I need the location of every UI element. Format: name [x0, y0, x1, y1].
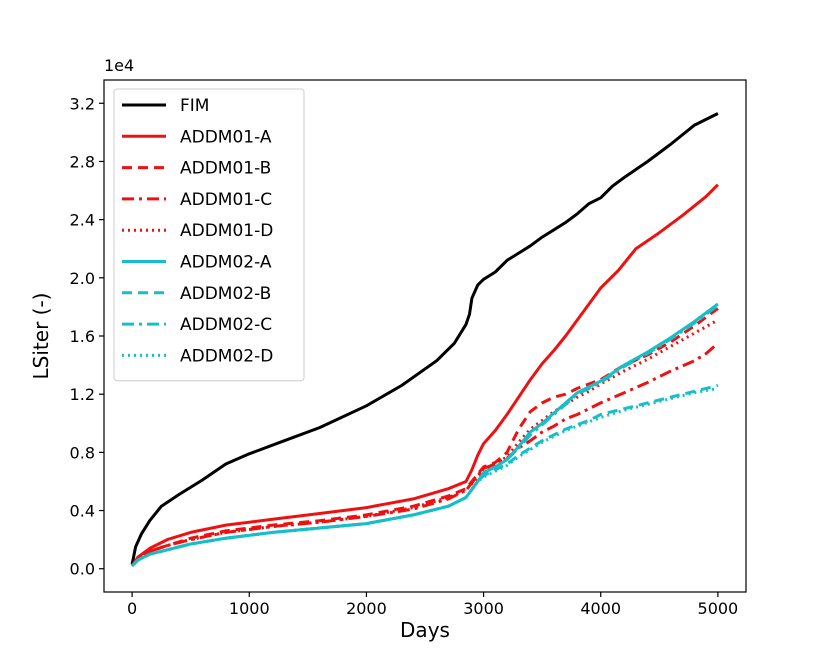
y-tick-label: 0.8	[70, 443, 95, 462]
legend-label: ADDM02-A	[180, 253, 272, 273]
y-tick-label: 2.4	[70, 211, 95, 230]
legend-label: ADDM02-C	[180, 315, 272, 335]
x-tick-label: 4000	[580, 599, 621, 618]
series-line-fim	[130, 112, 719, 565]
x-axis-title: Days	[400, 618, 450, 642]
legend-label: ADDM01-A	[180, 127, 272, 147]
ticks: 0 1000 2000 3000 4000 5000 0.0 0.4 0.8 1.2 1.6 2.0 2…	[70, 94, 739, 618]
y-tick-label: 2.8	[70, 152, 95, 171]
y-tick-label: 1.6	[70, 327, 95, 346]
legend: FIM ADDM01-A ADDM01-B ADDM01-C ADDM01-D ADDM0…	[113, 88, 305, 382]
x-tick-label: 5000	[698, 599, 739, 618]
legend-label: ADDM01-D	[180, 221, 273, 241]
y-tick-label: 0.4	[70, 502, 95, 521]
series-line-addm02-c	[131, 304, 719, 567]
y-offset-label: 1e4	[104, 56, 134, 75]
legend-box	[113, 88, 305, 382]
y-axis-title: LSiter (-)	[29, 293, 53, 380]
x-tick-label: 3000	[463, 599, 504, 618]
series-lines	[130, 112, 719, 567]
y-tick-label: 2.0	[70, 269, 95, 288]
legend-label: ADDM02-B	[180, 284, 271, 304]
legend-label: ADDM02-D	[180, 346, 273, 366]
series-line-addm02-d	[131, 386, 719, 567]
legend-label: FIM	[180, 96, 209, 116]
legend-label: ADDM01-C	[180, 190, 272, 210]
x-tick-label: 1000	[229, 599, 270, 618]
x-tick-label: 0	[127, 599, 137, 618]
series-line-addm01-a	[130, 183, 719, 567]
y-tick-label: 1.2	[70, 385, 95, 404]
x-tick-label: 2000	[346, 599, 387, 618]
legend-label: ADDM01-B	[180, 159, 271, 179]
y-tick-label: 0.0	[70, 560, 95, 579]
y-tick-label: 3.2	[70, 94, 95, 113]
series-line-addm01-d	[130, 318, 719, 567]
series-line-addm01-c	[130, 342, 719, 567]
